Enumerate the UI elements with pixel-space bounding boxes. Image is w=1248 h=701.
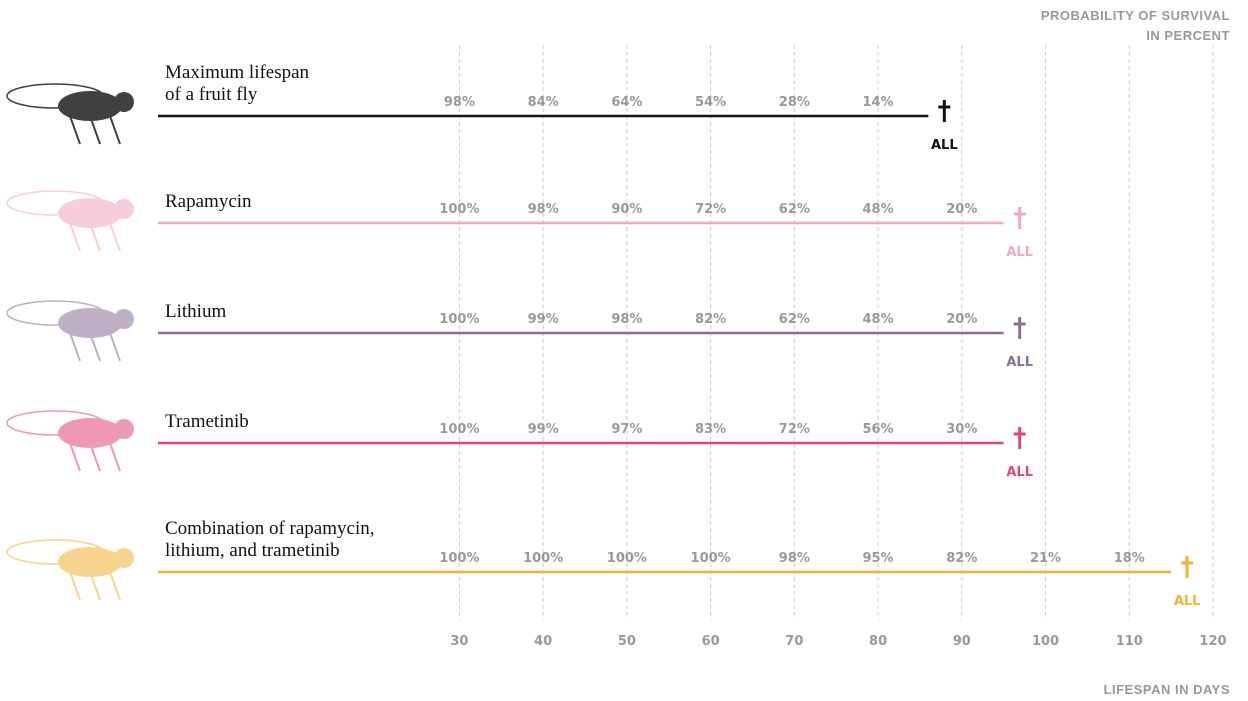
fly-leg bbox=[69, 222, 81, 252]
y-caption: PROBABILITY OF SURVIVAL IN PERCENT bbox=[1041, 6, 1230, 46]
survival-label: 21% bbox=[1030, 551, 1061, 566]
survival-label: 48% bbox=[863, 312, 894, 327]
survival-label: 100% bbox=[439, 312, 479, 327]
fly-body bbox=[58, 547, 122, 577]
survival-label: 90% bbox=[611, 202, 642, 217]
survival-label: 84% bbox=[528, 95, 559, 110]
fly-head bbox=[114, 309, 134, 329]
x-tick-label: 80 bbox=[869, 634, 887, 649]
dagger-icon bbox=[938, 100, 951, 122]
survival-label: 14% bbox=[863, 95, 894, 110]
fly-leg bbox=[109, 332, 121, 362]
fly-leg bbox=[109, 442, 121, 472]
survival-label: 56% bbox=[863, 422, 894, 437]
dagger-icon bbox=[1013, 317, 1026, 339]
survival-label: 20% bbox=[946, 202, 977, 217]
fly-leg bbox=[109, 115, 121, 145]
survival-label: 54% bbox=[695, 95, 726, 110]
survival-label: 100% bbox=[607, 551, 647, 566]
fly-icon bbox=[6, 83, 134, 145]
survival-label: 98% bbox=[444, 95, 475, 110]
survival-label: 18% bbox=[1114, 551, 1145, 566]
fly-body bbox=[58, 308, 122, 338]
survival-label: 99% bbox=[528, 312, 559, 327]
series-name: Trametinib bbox=[165, 411, 249, 432]
end-label: ALL bbox=[931, 138, 958, 153]
fly-icon bbox=[6, 410, 134, 472]
series-name: Lithium bbox=[165, 301, 227, 322]
fly-head bbox=[114, 92, 134, 112]
end-label: ALL bbox=[1174, 594, 1201, 609]
survival-label: 82% bbox=[946, 551, 977, 566]
survival-label: 100% bbox=[439, 551, 479, 566]
x-tick-label: 60 bbox=[702, 634, 720, 649]
x-tick-label: 50 bbox=[618, 634, 636, 649]
fly-leg bbox=[89, 332, 101, 362]
survival-label: 98% bbox=[779, 551, 810, 566]
fly-head bbox=[114, 548, 134, 568]
series-name: Combination of rapamycin, lithium, and t… bbox=[165, 518, 375, 561]
caption-line: PROBABILITY OF SURVIVAL bbox=[1040, 8, 1230, 23]
x-axis-label: LIFESPAN IN DAYS bbox=[1103, 682, 1230, 697]
fly-leg bbox=[89, 222, 101, 252]
survival-label: 100% bbox=[691, 551, 731, 566]
fly-body bbox=[58, 198, 122, 228]
fly-leg bbox=[109, 571, 121, 601]
survival-label: 82% bbox=[695, 312, 726, 327]
fly-leg bbox=[69, 442, 81, 472]
survival-label: 100% bbox=[523, 551, 563, 566]
fly-body bbox=[58, 418, 122, 448]
survival-label: 95% bbox=[863, 551, 894, 566]
survival-label: 30% bbox=[946, 422, 977, 437]
fly-icon bbox=[6, 190, 134, 252]
survival-label: 100% bbox=[439, 422, 479, 437]
survival-label: 98% bbox=[611, 312, 642, 327]
x-tick-label: 90 bbox=[953, 634, 971, 649]
survival-label: 83% bbox=[695, 422, 726, 437]
survival-label: 98% bbox=[528, 202, 559, 217]
x-tick-label: 110 bbox=[1116, 634, 1143, 649]
x-tick-label: 70 bbox=[785, 634, 803, 649]
end-label: ALL bbox=[1006, 465, 1033, 480]
x-tick-label: 100 bbox=[1032, 634, 1059, 649]
dagger-icon bbox=[1013, 207, 1026, 229]
fly-leg bbox=[69, 571, 81, 601]
survival-label: 100% bbox=[439, 202, 479, 217]
fly-leg bbox=[89, 571, 101, 601]
survival-label: 97% bbox=[611, 422, 642, 437]
fly-icon bbox=[6, 539, 134, 601]
x-tick-label: 30 bbox=[450, 634, 468, 649]
survival-label: 72% bbox=[779, 422, 810, 437]
end-label: ALL bbox=[1006, 355, 1033, 370]
fly-leg bbox=[89, 442, 101, 472]
fly-leg bbox=[69, 115, 81, 145]
survival-label: 64% bbox=[611, 95, 642, 110]
caption-line: IN PERCENT bbox=[1146, 28, 1230, 43]
survival-label: 62% bbox=[779, 312, 810, 327]
dagger-icon bbox=[1181, 556, 1194, 578]
survival-label: 48% bbox=[863, 202, 894, 217]
survival-label: 62% bbox=[779, 202, 810, 217]
fly-body bbox=[58, 91, 122, 121]
dagger-icon bbox=[1013, 427, 1026, 449]
fly-head bbox=[114, 199, 134, 219]
series-name: Maximum lifespan of a fruit fly bbox=[165, 62, 310, 105]
series-name: Rapamycin bbox=[165, 191, 252, 212]
fly-head bbox=[114, 419, 134, 439]
survival-label: 20% bbox=[946, 312, 977, 327]
fly-leg bbox=[89, 115, 101, 145]
survival-label: 28% bbox=[779, 95, 810, 110]
survival-label: 72% bbox=[695, 202, 726, 217]
fly-leg bbox=[109, 222, 121, 252]
x-tick-label: 120 bbox=[1199, 634, 1226, 649]
fly-leg bbox=[69, 332, 81, 362]
survival-label: 99% bbox=[528, 422, 559, 437]
x-tick-label: 40 bbox=[534, 634, 552, 649]
end-label: ALL bbox=[1006, 245, 1033, 260]
fly-icon bbox=[6, 300, 134, 362]
